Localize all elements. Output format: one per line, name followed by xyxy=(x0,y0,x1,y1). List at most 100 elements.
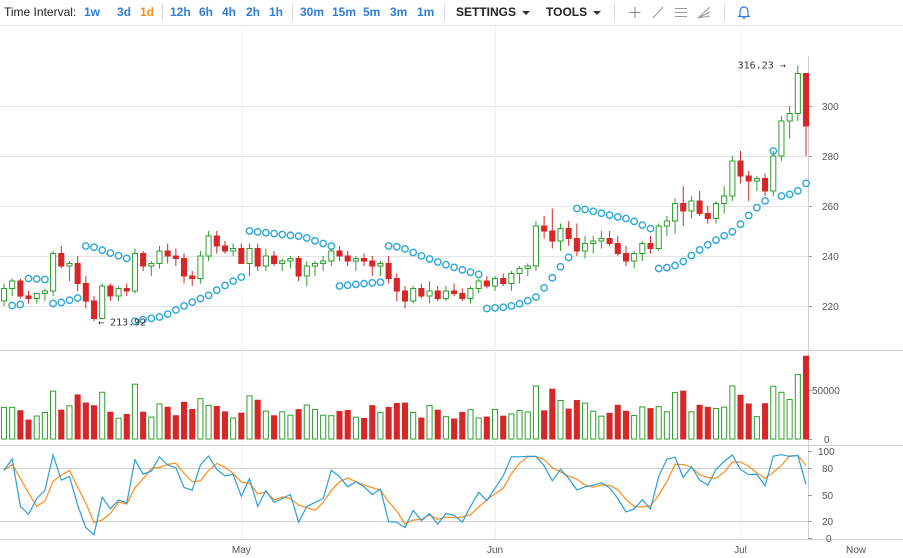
volume-bar xyxy=(582,402,589,440)
trading-chart[interactable]: 220 240 260 280 300 0 50000 0 20 50 80 100 May Jun Jul… xyxy=(0,26,903,558)
interval-6h[interactable]: 6h xyxy=(199,5,214,19)
volume-bar xyxy=(778,391,785,440)
volume-bar xyxy=(606,412,613,440)
candle-body xyxy=(254,248,261,267)
volume-bar xyxy=(320,414,327,440)
stoch-tick-label: 80 xyxy=(822,464,834,475)
candle-body xyxy=(181,258,188,277)
candle-body xyxy=(614,243,621,254)
volume-bar xyxy=(115,417,122,440)
psar-dot xyxy=(752,203,761,212)
candle-body xyxy=(123,288,130,292)
psar-dot xyxy=(695,246,704,254)
volume-bar xyxy=(221,411,228,440)
interval-15m[interactable]: 15m xyxy=(332,5,357,19)
candle-body xyxy=(172,255,179,259)
volume-bar xyxy=(66,405,73,440)
candle-body xyxy=(221,245,228,252)
psar-dot xyxy=(450,263,459,272)
price-tick-label: 260 xyxy=(822,202,839,213)
interval-1w[interactable]: 1w xyxy=(84,5,101,19)
volume-bar xyxy=(622,410,629,440)
interval-1d[interactable]: 1d xyxy=(140,5,155,19)
candle-body xyxy=(532,225,539,267)
candle-body xyxy=(385,263,392,279)
volume-bar xyxy=(680,390,687,440)
psar-dot xyxy=(221,281,229,290)
interval-12h[interactable]: 12h xyxy=(170,5,191,19)
volume-bar xyxy=(573,399,580,440)
toolbar-divider xyxy=(724,4,725,21)
volume-bar xyxy=(639,406,646,440)
psar-dot xyxy=(597,209,606,218)
candle-body xyxy=(606,238,613,244)
interval-1m[interactable]: 1m xyxy=(417,5,435,19)
volume-bar xyxy=(344,410,351,440)
interval-5m[interactable]: 5m xyxy=(363,5,381,19)
horizontal-lines-icon[interactable] xyxy=(672,4,690,21)
interval-1h[interactable]: 1h xyxy=(269,5,284,19)
volume-bar xyxy=(197,398,204,440)
volume-bar xyxy=(99,391,106,440)
candle-body xyxy=(426,290,433,297)
psar-dot xyxy=(425,255,434,263)
volume-bar xyxy=(712,407,720,440)
psar-dot xyxy=(581,205,589,214)
psar-dot xyxy=(679,257,688,266)
candle-body xyxy=(361,258,368,262)
psar-dot xyxy=(687,251,696,260)
candle-body xyxy=(442,290,449,299)
stoch-tick-label: 20 xyxy=(822,517,834,528)
interval-30m[interactable]: 30m xyxy=(300,5,325,19)
volume-bar xyxy=(58,409,65,440)
candle-body xyxy=(491,278,499,287)
fan-icon[interactable] xyxy=(695,4,713,21)
price-tick-label: 300 xyxy=(822,102,839,113)
psar-dot xyxy=(744,211,753,220)
toolbar-divider xyxy=(614,4,615,21)
psar-dot xyxy=(392,242,401,251)
psar-dot xyxy=(16,300,25,309)
psar-dot xyxy=(212,286,221,295)
candle-body xyxy=(287,258,294,262)
interval-2h[interactable]: 2h xyxy=(246,5,261,19)
candle-body xyxy=(303,265,310,277)
interval-4h[interactable]: 4h xyxy=(222,5,237,19)
psar-dot xyxy=(90,243,98,252)
settings-menu[interactable]: SETTINGS xyxy=(456,5,531,19)
tools-menu[interactable]: TOOLS xyxy=(546,5,602,19)
psar-dot xyxy=(245,227,254,235)
candle-body xyxy=(197,255,204,279)
volume-bar xyxy=(418,417,425,440)
candle-body xyxy=(82,283,89,302)
volume-bar xyxy=(753,416,760,440)
candle-body xyxy=(205,235,212,257)
candle-body xyxy=(802,73,810,127)
psar-dot xyxy=(360,279,368,288)
psar-dot xyxy=(646,224,655,233)
volume-bar xyxy=(336,410,343,440)
psar-dot xyxy=(196,294,205,303)
psar-dot xyxy=(278,230,287,239)
volume-bar xyxy=(565,408,572,440)
candle-body xyxy=(541,225,548,232)
psar-dot xyxy=(712,236,720,244)
crosshair-icon[interactable] xyxy=(626,4,644,21)
psar-dot xyxy=(793,186,802,195)
psar-dot xyxy=(401,245,409,253)
volume-bar xyxy=(156,403,163,440)
candle-body xyxy=(680,203,687,212)
volume-bar xyxy=(140,411,147,440)
alert-bell-icon[interactable] xyxy=(735,4,753,21)
interval-3m[interactable]: 3m xyxy=(390,5,408,19)
candle-body xyxy=(500,278,507,284)
psar-dot xyxy=(613,212,622,221)
psar-dot xyxy=(368,278,377,287)
psar-dot xyxy=(384,242,393,250)
interval-3d[interactable]: 3d xyxy=(117,5,132,19)
line-icon[interactable] xyxy=(649,4,667,21)
psar-dot xyxy=(728,227,737,236)
volume-bar xyxy=(262,410,269,440)
volume-bar xyxy=(295,409,302,440)
candle-body xyxy=(524,265,531,269)
